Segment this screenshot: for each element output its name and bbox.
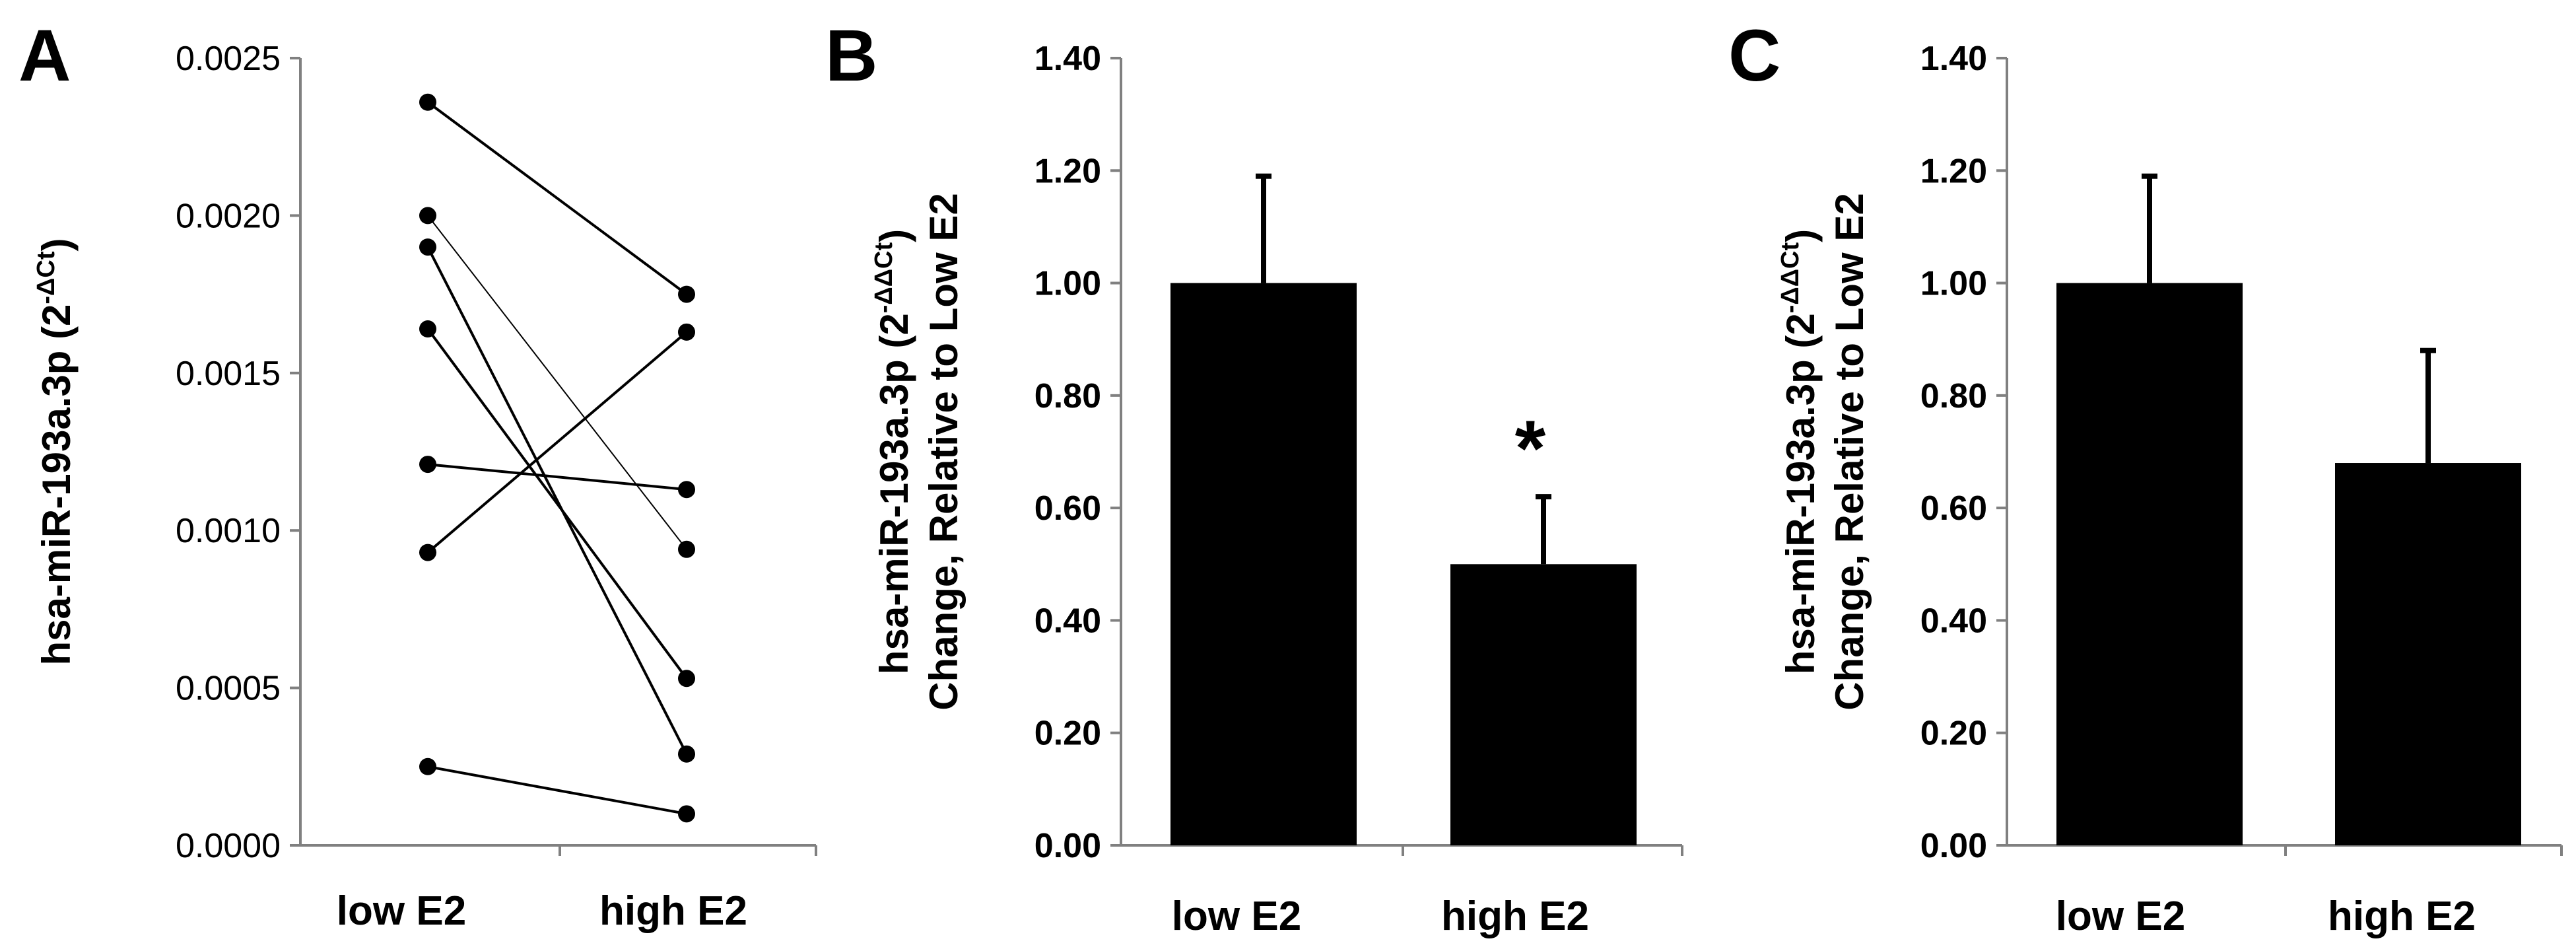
panel-a-y-tick-label: 0.0015 <box>176 355 281 393</box>
panel-a-point-high <box>678 540 695 558</box>
panel-c-y-tick-label: 1.20 <box>1920 152 1987 190</box>
panel-c-y-title-sup: -ΔΔCt <box>1777 242 1804 314</box>
panel-a-lines <box>426 101 688 816</box>
panel-a-point-high <box>678 805 695 823</box>
panel-a-point-low <box>419 456 436 474</box>
panel-c-bar <box>2056 283 2243 846</box>
panel-b-y-title-end: ) <box>872 229 916 242</box>
panel-b-significance-star: * <box>1515 404 1546 493</box>
panel-a-series-line <box>426 328 688 680</box>
panel-b-y-title-sup: -ΔΔCt <box>870 242 898 314</box>
panel-a-point-high <box>678 481 695 499</box>
panel-a-point-low <box>419 757 436 775</box>
panel-a-ticks: 0.0000 0.0005 0.0010 0.0015 0.0020 0.0025 <box>176 40 817 865</box>
panel-a-series-line <box>426 101 688 296</box>
panel-a-series-line <box>426 331 688 554</box>
panel-c-y-tick-label: 0.60 <box>1920 489 1987 528</box>
panel-c-y-tick-label: 1.40 <box>1920 40 1987 78</box>
panel-c-y-title-main: hsa-miR-193a.3p (2 <box>1779 313 1823 674</box>
panel-a-y-tick-label: 0.0020 <box>176 197 281 235</box>
panel-b-y-tick-label: 1.40 <box>1034 40 1101 78</box>
panel-a-series-line <box>427 215 687 550</box>
panel-a-points <box>419 93 695 823</box>
panel-b-y-tick-label: 1.20 <box>1034 152 1101 190</box>
panel-a-y-title-main: hsa-miR-193a.3p (2 <box>34 304 79 666</box>
panel-b-y-tick-label: 0.80 <box>1034 377 1101 415</box>
panel-b-y-title-line2: Change, Relative to Low E2 <box>922 193 966 711</box>
panel-b-y-tick-label: 1.00 <box>1034 265 1101 303</box>
panel-c-ticks: 0.00 0.20 0.40 0.60 0.80 1.00 1.20 1.40 <box>1920 40 2563 865</box>
panel-c: C 0.00 0.20 0.40 0.60 0.80 1.00 1.20 1.40 low E… <box>1728 15 2563 939</box>
panel-c-bars <box>2056 173 2521 846</box>
panel-a-point-low <box>419 207 436 225</box>
panel-b-y-tick-label: 0.60 <box>1034 489 1101 528</box>
panel-a-x-label-high: high E2 <box>599 888 747 934</box>
panel-a: A 0.0000 0.0005 0.0010 0.0015 0.0020 0.0025 l… <box>18 15 817 934</box>
panel-c-y-tick-label: 1.00 <box>1920 265 1987 303</box>
panel-b-y-tick-label: 0.20 <box>1034 715 1101 753</box>
panel-a-series-line <box>427 765 687 816</box>
panel-b-y-title-line1: hsa-miR-193a.3p (2-ΔΔCt) <box>870 229 916 674</box>
panel-b-letter: B <box>825 15 877 96</box>
panel-c-y-title-line2: Change, Relative to Low E2 <box>1827 193 1872 711</box>
panel-b-bars <box>1170 173 1637 846</box>
panel-a-point-high <box>678 745 695 763</box>
panel-c-y-title-line1: hsa-miR-193a.3p (2-ΔΔCt) <box>1777 229 1823 674</box>
panel-b-bar <box>1170 283 1357 846</box>
panel-b-y-tick-label: 0.00 <box>1034 827 1101 865</box>
panel-a-point-high <box>678 670 695 687</box>
panel-a-y-tick-label: 0.0025 <box>176 40 281 78</box>
panel-c-y-tick-label: 0.20 <box>1920 715 1987 753</box>
panel-a-point-low <box>419 93 436 111</box>
panel-a-series-line <box>426 246 688 755</box>
panel-b-bar <box>1450 564 1637 845</box>
panel-b-x-label-high: high E2 <box>1441 894 1589 939</box>
panel-a-y-title-sup: -ΔCt <box>32 251 60 304</box>
panel-c-bar <box>2335 463 2521 845</box>
panel-c-y-title-end: ) <box>1779 229 1823 242</box>
panel-c-y-tick-label: 0.40 <box>1920 602 1987 640</box>
panel-c-y-tick-label: 0.80 <box>1920 377 1987 415</box>
panel-a-y-tick-label: 0.0010 <box>176 512 281 550</box>
panel-a-y-tick-label: 0.0005 <box>176 670 281 708</box>
panel-b-x-label-low: low E2 <box>1172 894 1301 939</box>
panel-a-series-line <box>427 463 687 491</box>
panel-a-point-low <box>419 544 436 561</box>
panel-b-y-title-main: hsa-miR-193a.3p (2 <box>872 313 916 674</box>
panel-a-x-label-low: low E2 <box>337 888 466 934</box>
panel-a-y-title-end: ) <box>34 238 79 252</box>
panel-c-y-tick-label: 0.00 <box>1920 827 1987 865</box>
panel-a-point-low <box>419 238 436 256</box>
panel-a-point-high <box>678 285 695 303</box>
panel-a-point-low <box>419 320 436 338</box>
panel-a-letter: A <box>18 15 71 96</box>
panel-c-letter: C <box>1728 15 1780 96</box>
panel-c-x-label-high: high E2 <box>2328 894 2476 939</box>
panel-c-x-label-low: low E2 <box>2056 894 2185 939</box>
panel-a-point-high <box>678 323 695 341</box>
panel-a-y-title: hsa-miR-193a.3p (2-ΔCt) <box>32 238 79 666</box>
panel-a-y-tick-label: 0.0000 <box>176 827 281 865</box>
panel-b: B 0.00 0.20 0.40 0.60 0.80 1.00 1.20 1.40 * low… <box>825 15 1683 939</box>
panel-b-ticks: 0.00 0.20 0.40 0.60 0.80 1.00 1.20 1.40 <box>1034 40 1683 865</box>
panel-b-y-tick-label: 0.40 <box>1034 602 1101 640</box>
